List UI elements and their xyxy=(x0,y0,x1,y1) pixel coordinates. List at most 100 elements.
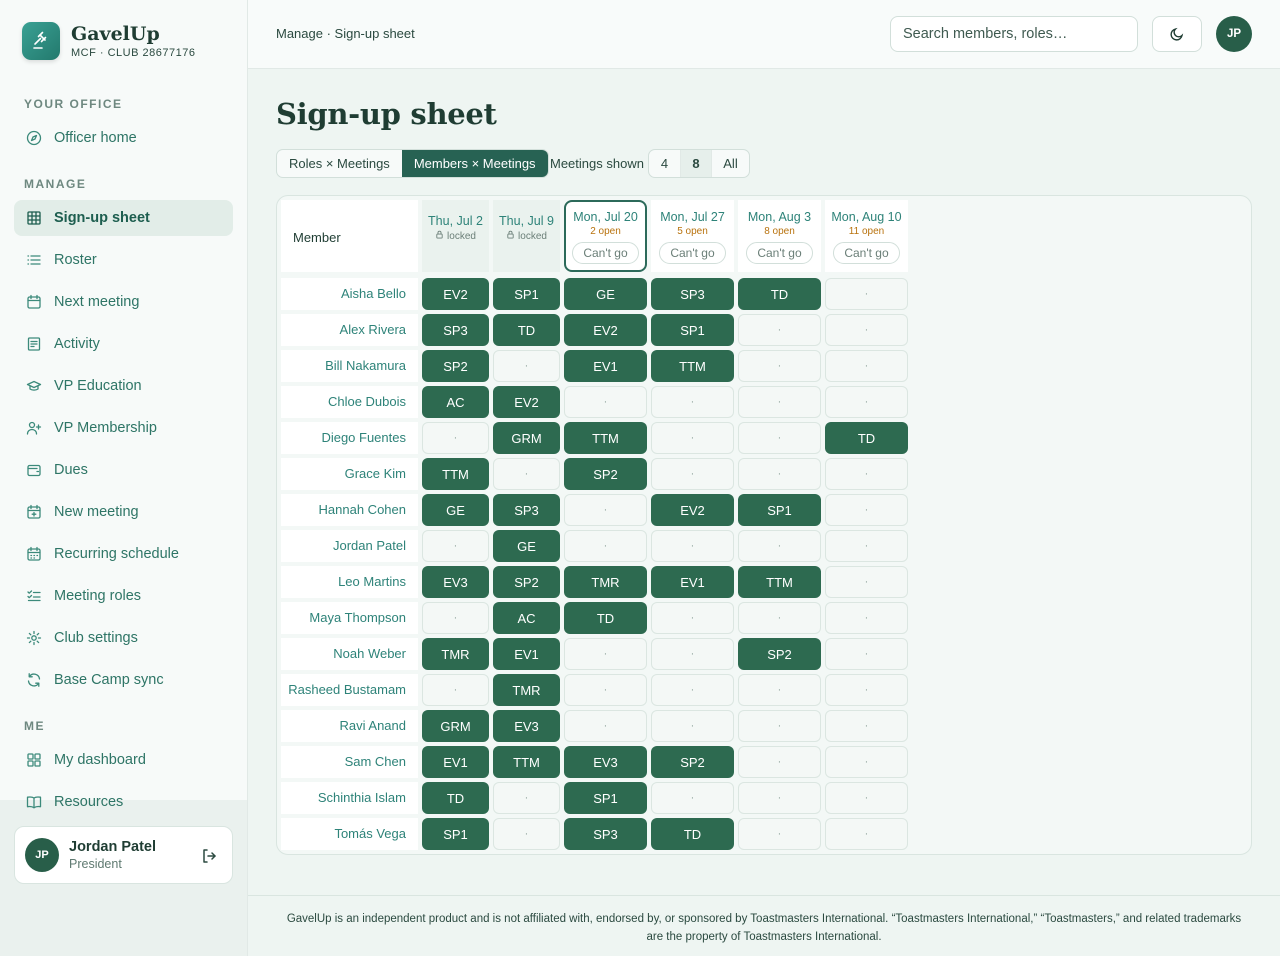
sidebar-item-officer-home[interactable]: Officer home xyxy=(14,120,233,156)
role-assignment-cell[interactable]: EV2 xyxy=(651,494,734,526)
member-name[interactable]: Schinthia Islam xyxy=(281,782,418,814)
meeting-column-header[interactable]: Mon, Jul 20 2 open Can't go xyxy=(564,200,647,272)
meetings-shown-8[interactable]: 8 xyxy=(680,150,711,177)
member-name[interactable]: Ravi Anand xyxy=(281,710,418,742)
role-assignment-cell[interactable]: TTM xyxy=(651,350,734,382)
role-assignment-cell[interactable]: SP1 xyxy=(422,818,489,850)
sidebar-item-activity[interactable]: Activity xyxy=(14,326,233,362)
sidebar-item-dues[interactable]: Dues xyxy=(14,452,233,488)
member-name[interactable]: Maya Thompson xyxy=(281,602,418,634)
role-assignment-cell[interactable]: EV1 xyxy=(564,350,647,382)
role-assignment-cell[interactable]: EV1 xyxy=(422,746,489,778)
empty-slot-cell[interactable]: · xyxy=(825,530,908,562)
role-assignment-cell[interactable]: TTM xyxy=(738,566,821,598)
role-assignment-cell[interactable]: TD xyxy=(493,314,560,346)
meeting-column-header[interactable]: Mon, Aug 3 8 open Can't go xyxy=(738,200,821,272)
role-assignment-cell[interactable]: EV1 xyxy=(651,566,734,598)
empty-slot-cell[interactable]: · xyxy=(738,458,821,490)
role-assignment-cell[interactable]: TD xyxy=(422,782,489,814)
empty-slot-cell[interactable]: · xyxy=(825,314,908,346)
empty-slot-cell[interactable]: · xyxy=(651,674,734,706)
role-assignment-cell[interactable]: TD xyxy=(651,818,734,850)
role-assignment-cell[interactable]: TMR xyxy=(493,674,560,706)
member-name[interactable]: Jordan Patel xyxy=(281,530,418,562)
sidebar-item-vp-education[interactable]: VP Education xyxy=(14,368,233,404)
empty-slot-cell[interactable]: · xyxy=(651,710,734,742)
empty-slot-cell[interactable]: · xyxy=(493,458,560,490)
role-assignment-cell[interactable]: EV1 xyxy=(493,638,560,670)
role-assignment-cell[interactable]: SP2 xyxy=(493,566,560,598)
role-assignment-cell[interactable]: TD xyxy=(564,602,647,634)
empty-slot-cell[interactable]: · xyxy=(825,350,908,382)
role-assignment-cell[interactable]: EV2 xyxy=(493,386,560,418)
role-assignment-cell[interactable]: SP2 xyxy=(422,350,489,382)
role-assignment-cell[interactable]: TTM xyxy=(493,746,560,778)
empty-slot-cell[interactable]: · xyxy=(825,386,908,418)
member-name[interactable]: Leo Martins xyxy=(281,566,418,598)
meetings-shown-4[interactable]: 4 xyxy=(649,150,680,177)
empty-slot-cell[interactable]: · xyxy=(738,710,821,742)
empty-slot-cell[interactable]: · xyxy=(825,278,908,310)
role-assignment-cell[interactable]: EV3 xyxy=(564,746,647,778)
sidebar-item-my-dashboard[interactable]: My dashboard xyxy=(14,742,233,778)
member-name[interactable]: Tomás Vega xyxy=(281,818,418,850)
empty-slot-cell[interactable]: · xyxy=(738,350,821,382)
meeting-column-header[interactable]: Thu, Jul 2 locked xyxy=(422,200,489,272)
role-assignment-cell[interactable]: AC xyxy=(422,386,489,418)
sidebar-item-base-camp-sync[interactable]: Base Camp sync xyxy=(14,662,233,698)
member-name[interactable]: Alex Rivera xyxy=(281,314,418,346)
empty-slot-cell[interactable]: · xyxy=(825,674,908,706)
empty-slot-cell[interactable]: · xyxy=(825,818,908,850)
role-assignment-cell[interactable]: GRM xyxy=(493,422,560,454)
empty-slot-cell[interactable]: · xyxy=(493,782,560,814)
logout-icon[interactable] xyxy=(200,847,218,865)
user-card[interactable]: JP Jordan Patel President xyxy=(14,826,233,884)
empty-slot-cell[interactable]: · xyxy=(738,818,821,850)
role-assignment-cell[interactable]: EV3 xyxy=(422,566,489,598)
sidebar-item-vp-membership[interactable]: VP Membership xyxy=(14,410,233,446)
role-assignment-cell[interactable]: TMR xyxy=(422,638,489,670)
cant-go-button[interactable]: Can't go xyxy=(833,242,900,264)
role-assignment-cell[interactable]: TTM xyxy=(564,422,647,454)
member-name[interactable]: Bill Nakamura xyxy=(281,350,418,382)
member-name[interactable]: Chloe Dubois xyxy=(281,386,418,418)
role-assignment-cell[interactable]: AC xyxy=(493,602,560,634)
empty-slot-cell[interactable]: · xyxy=(651,602,734,634)
empty-slot-cell[interactable]: · xyxy=(738,422,821,454)
empty-slot-cell[interactable]: · xyxy=(651,422,734,454)
theme-toggle-button[interactable] xyxy=(1152,16,1202,52)
role-assignment-cell[interactable]: SP1 xyxy=(564,782,647,814)
sidebar-item-next-meeting[interactable]: Next meeting xyxy=(14,284,233,320)
empty-slot-cell[interactable]: · xyxy=(651,782,734,814)
role-assignment-cell[interactable]: SP3 xyxy=(422,314,489,346)
sidebar-item-resources[interactable]: Resources xyxy=(14,784,233,820)
tab-roles-meetings[interactable]: Roles × Meetings xyxy=(277,150,402,177)
role-assignment-cell[interactable]: SP3 xyxy=(564,818,647,850)
empty-slot-cell[interactable]: · xyxy=(564,386,647,418)
member-name[interactable]: Sam Chen xyxy=(281,746,418,778)
sidebar-item-roster[interactable]: Roster xyxy=(14,242,233,278)
role-assignment-cell[interactable]: SP3 xyxy=(651,278,734,310)
role-assignment-cell[interactable]: SP1 xyxy=(651,314,734,346)
meeting-column-header[interactable]: Mon, Aug 10 11 open Can't go xyxy=(825,200,908,272)
role-assignment-cell[interactable]: GE xyxy=(493,530,560,562)
role-assignment-cell[interactable]: SP2 xyxy=(651,746,734,778)
role-assignment-cell[interactable]: SP3 xyxy=(493,494,560,526)
role-assignment-cell[interactable]: EV2 xyxy=(564,314,647,346)
empty-slot-cell[interactable]: · xyxy=(651,638,734,670)
meetings-shown-all[interactable]: All xyxy=(711,150,749,177)
empty-slot-cell[interactable]: · xyxy=(825,602,908,634)
empty-slot-cell[interactable]: · xyxy=(825,746,908,778)
empty-slot-cell[interactable]: · xyxy=(738,602,821,634)
cant-go-button[interactable]: Can't go xyxy=(659,242,726,264)
meeting-column-header[interactable]: Mon, Jul 27 5 open Can't go xyxy=(651,200,734,272)
role-assignment-cell[interactable]: TMR xyxy=(564,566,647,598)
empty-slot-cell[interactable]: · xyxy=(738,782,821,814)
cant-go-button[interactable]: Can't go xyxy=(746,242,813,264)
role-assignment-cell[interactable]: SP2 xyxy=(738,638,821,670)
cant-go-button[interactable]: Can't go xyxy=(572,242,639,264)
member-name[interactable]: Noah Weber xyxy=(281,638,418,670)
role-assignment-cell[interactable]: GRM xyxy=(422,710,489,742)
top-avatar[interactable]: JP xyxy=(1216,16,1252,52)
role-assignment-cell[interactable]: TD xyxy=(825,422,908,454)
